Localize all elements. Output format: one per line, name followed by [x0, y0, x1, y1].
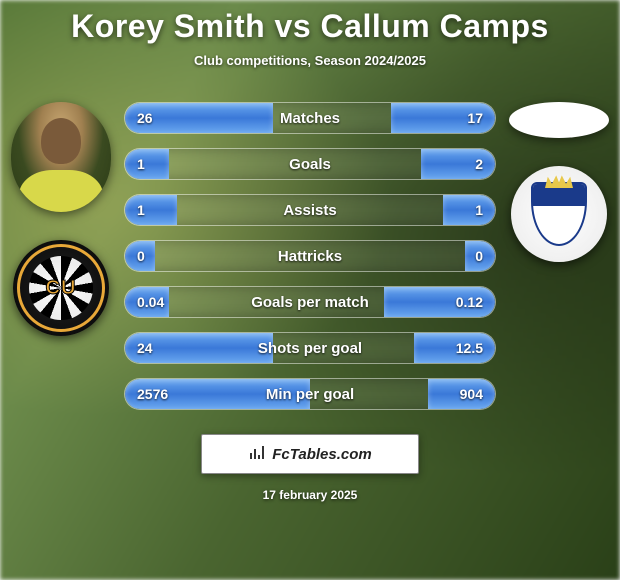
chart-icon — [248, 443, 266, 466]
stat-label: Shots per goal — [125, 333, 495, 363]
player-right-avatar — [509, 102, 609, 138]
club-crest-left: CU — [13, 240, 109, 336]
stat-row: 2617Matches — [124, 102, 496, 134]
stat-label: Matches — [125, 103, 495, 133]
stat-row: 00Hattricks — [124, 240, 496, 272]
stat-label: Assists — [125, 195, 495, 225]
stat-row: 12Goals — [124, 148, 496, 180]
stat-label: Min per goal — [125, 379, 495, 409]
stat-row: 0.040.12Goals per match — [124, 286, 496, 318]
player-left-avatar — [11, 102, 111, 212]
source-label: FcTables.com — [272, 446, 371, 463]
club-crest-right — [511, 166, 607, 262]
player-right-column — [504, 102, 614, 262]
date-label: 17 february 2025 — [0, 488, 620, 502]
stat-row: 2412.5Shots per goal — [124, 332, 496, 364]
stats-list: 2617Matches 12Goals 11Assists 00Hattricks 0.… — [124, 102, 496, 410]
source-badge[interactable]: FcTables.com — [201, 434, 419, 474]
page-title: Korey Smith vs Callum Camps — [0, 8, 620, 45]
stat-label: Goals per match — [125, 287, 495, 317]
stat-row: 2576904Min per goal — [124, 378, 496, 410]
stat-row: 11Assists — [124, 194, 496, 226]
page-subtitle: Club competitions, Season 2024/2025 — [0, 53, 620, 68]
stat-label: Hattricks — [125, 241, 495, 271]
player-left-column: CU — [6, 102, 116, 336]
stat-label: Goals — [125, 149, 495, 179]
